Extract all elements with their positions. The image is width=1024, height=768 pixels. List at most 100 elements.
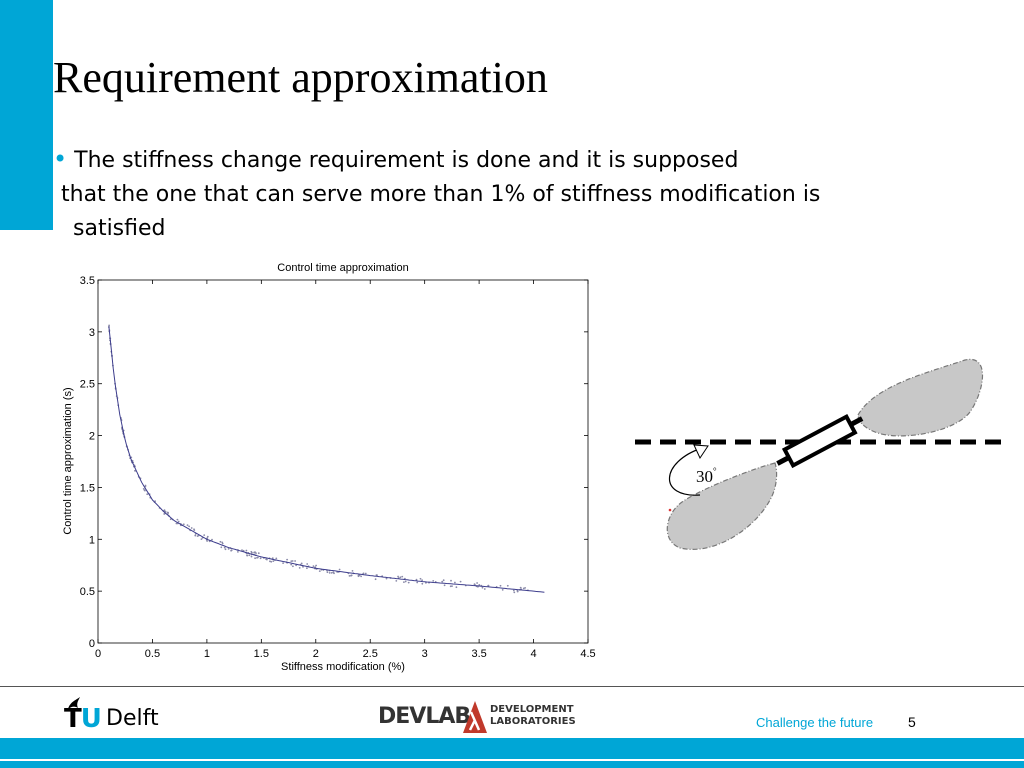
sample-point [374,578,377,581]
bullet-text: • The stiffness change requirement is do… [53,142,993,246]
sample-point [364,572,367,575]
sample-point [237,551,239,553]
x-tick-label: 0.5 [145,648,160,660]
y-tick-label: 0 [89,638,95,650]
sample-point [241,549,243,551]
sample-point [459,580,462,583]
footer-band-line [0,759,1024,761]
bullet-line-1-text: The stiffness change requirement is done… [74,148,739,173]
x-tick-label: 1 [204,648,210,660]
x-tick-label: 0 [95,648,101,660]
sample-point [291,560,294,562]
accent-bar [0,0,53,230]
sample-point [404,580,407,583]
sample-point [332,571,335,574]
sample-point [330,572,333,574]
sample-point [290,560,293,562]
sample-point [246,554,249,557]
actuator-link [776,413,864,469]
sample-point [487,584,490,587]
x-tick-label: 4 [530,648,536,660]
sample-point [176,518,179,521]
chart-title: Control time approximation [277,262,408,274]
sample-point [134,469,136,472]
sample-point [450,579,452,582]
sample-point [315,564,317,567]
bullet-marker: • [53,145,68,173]
sample-point [421,582,424,585]
tu-delft-logo: TU Delft [64,696,174,736]
sample-point [295,564,297,567]
logo-devlab-sub2: LABORATORIES [490,716,576,727]
sample-point [190,527,193,529]
devlab-logo: DEVLAB DEVELOPMENT LABORATORIES [378,700,578,736]
sample-point [455,586,458,589]
sample-point [206,540,209,542]
sample-point [360,575,362,578]
sample-point [163,513,166,515]
y-tick-label: 3.5 [80,275,95,287]
sample-point [416,581,419,584]
sample-point [443,584,446,587]
lambda-icon [463,701,487,733]
sample-point [351,570,354,572]
fit-curve [108,326,545,593]
sample-point [272,560,275,562]
sample-point [476,582,478,584]
bullet-line-3: satisfied [73,216,166,241]
sample-point [250,550,253,553]
sample-point [298,567,301,569]
sample-point [432,580,435,582]
lower-lobe [666,462,778,550]
y-tick-label: 1.5 [80,482,95,494]
sample-point [419,577,422,580]
y-axis-label: Control time approximation (s) [62,387,74,534]
sample-point [203,534,206,536]
sample-point [108,324,110,327]
sample-point [182,523,185,526]
sample-point [230,549,233,552]
sample-point [206,537,209,539]
logo-devlab-sub: DEVELOPMENT LABORATORIES [490,704,576,728]
y-tick-label: 0.5 [80,586,95,598]
sample-point [227,548,230,550]
sample-point [286,558,288,561]
sample-point [519,586,522,589]
sample-point [193,528,195,531]
sample-point [211,538,213,541]
sample-point [501,589,504,591]
x-tick-label: 4.5 [580,648,595,660]
sample-point [401,575,404,578]
sample-point [454,581,456,584]
plot-frame [97,279,589,644]
sample-point [306,563,309,565]
angle-label: 30° [696,466,717,486]
sample-point [415,578,418,581]
upper-lobe [857,358,984,437]
sample-point [282,562,284,564]
page-number: 5 [908,714,916,730]
sample-point [175,522,178,525]
sample-point [167,511,169,514]
red-dot [668,508,672,512]
sample-point [221,542,224,545]
x-tick-label: 3 [422,648,428,660]
sample-point [407,581,410,584]
sample-point [146,493,149,496]
slide-title: Requirement approximation [53,53,548,102]
sample-point [358,574,361,577]
x-tick-label: 1.5 [254,648,269,660]
sample-point [524,587,526,589]
sample-point [300,562,303,565]
sample-point [257,556,259,559]
sample-point [186,524,189,526]
sample-point [483,588,486,590]
sample-point [169,518,172,521]
sample-point [478,584,481,586]
sample-point [338,568,341,571]
bullet-line-1: • The stiffness change requirement is do… [53,142,993,178]
footer-rule [0,686,1024,687]
sample-point [248,554,251,557]
sample-point [294,560,296,562]
sample-point [441,580,444,583]
